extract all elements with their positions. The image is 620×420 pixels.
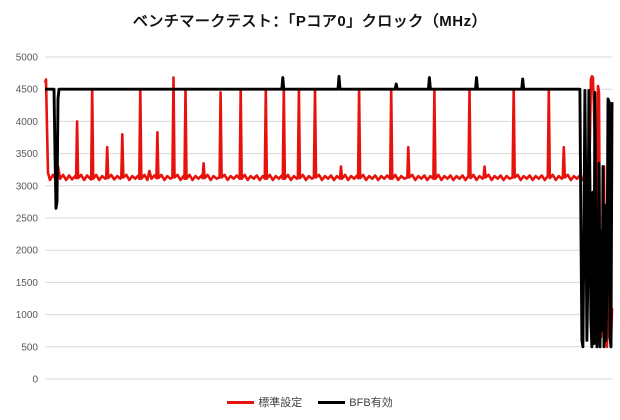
legend-swatch-black-line xyxy=(318,400,346,404)
y-axis-tick-label: 4000 xyxy=(16,117,39,128)
y-axis-tick-label: 0 xyxy=(32,375,38,386)
legend-label: 標準設定 xyxy=(258,397,303,409)
y-axis-tick-label: 2000 xyxy=(16,246,39,257)
y-axis-tick-label: 1500 xyxy=(16,278,39,289)
chart-legend: 標準設定 BFB有効 xyxy=(0,394,620,410)
series-line-bfb xyxy=(45,74,614,349)
legend-item-bfb: BFB有効 xyxy=(318,394,393,410)
y-axis-tick-label: 500 xyxy=(21,342,38,353)
y-axis-tick-label: 2500 xyxy=(16,214,39,225)
legend-label: BFB有効 xyxy=(349,397,393,409)
y-axis-tick-label: 4500 xyxy=(16,85,39,96)
y-axis-tick-label: 5000 xyxy=(16,53,39,64)
y-axis-tick-label: 3000 xyxy=(16,181,39,192)
series-line-standard xyxy=(43,75,614,349)
y-axis-tick-label: 3500 xyxy=(16,149,39,160)
legend-item-standard: 標準設定 xyxy=(227,394,302,410)
chart-title: ベンチマークテスト：「Pコア0」クロック（MHz） xyxy=(132,13,488,30)
legend-swatch-red-line xyxy=(227,400,255,404)
y-axis-tick-label: 1000 xyxy=(16,310,39,321)
